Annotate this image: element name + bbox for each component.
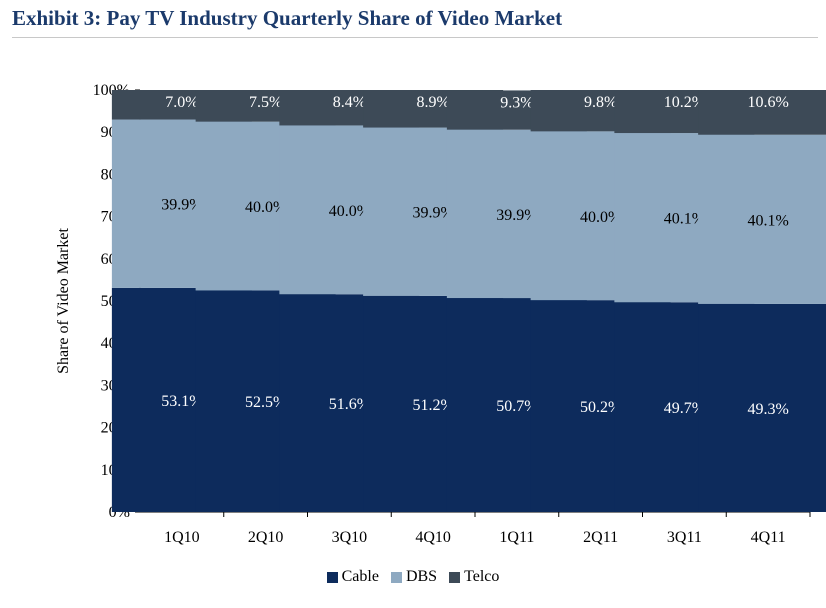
data-label-dbs: 40.1%	[747, 212, 788, 229]
legend-swatch	[390, 571, 402, 583]
legend-label: Telco	[464, 568, 500, 585]
legend-swatch	[449, 571, 461, 583]
data-label-cable: 50.7%	[496, 398, 537, 415]
x-tick-label: 3Q10	[332, 529, 368, 546]
data-label-telco: 7.5%	[249, 94, 282, 111]
data-label-telco: 10.6%	[747, 94, 788, 111]
legend-item-dbs: DBS	[390, 568, 438, 586]
title-divider	[12, 37, 818, 38]
data-label-cable: 49.3%	[747, 401, 788, 418]
bar-telco-4q11	[698, 90, 826, 135]
x-tick-label: 2Q10	[248, 529, 284, 546]
chart-title: Exhibit 3: Pay TV Industry Quarterly Sha…	[12, 6, 563, 30]
data-label-telco: 8.9%	[416, 94, 449, 111]
data-label-dbs: 39.9%	[412, 205, 453, 222]
legend-label: Cable	[341, 568, 379, 585]
stacked-bar-chart: 0%10%20%30%40%50%60%70%80%90%100%Share o…	[55, 82, 826, 546]
data-label-cable: 49.7%	[664, 400, 705, 417]
data-label-dbs: 40.0%	[245, 199, 286, 216]
legend-item-telco: Telco	[449, 568, 499, 586]
data-label-cable: 53.1%	[161, 393, 202, 410]
data-label-dbs: 39.9%	[496, 207, 537, 224]
x-tick-label: 4Q11	[751, 529, 786, 546]
data-label-dbs: 40.0%	[329, 203, 370, 220]
data-label-dbs: 40.1%	[664, 211, 705, 228]
y-axis-label: Share of Video Market	[55, 228, 72, 374]
data-label-cable: 51.6%	[329, 396, 370, 413]
bar-dbs-4q11	[698, 134, 826, 304]
x-tick-label: 2Q11	[583, 529, 618, 546]
data-label-dbs: 39.9%	[161, 197, 202, 214]
data-label-telco: 9.3%	[500, 94, 533, 111]
data-label-cable: 52.5%	[245, 394, 286, 411]
legend-swatch	[326, 571, 338, 583]
x-tick-label: 1Q10	[164, 529, 200, 546]
x-tick-label: 3Q11	[667, 529, 702, 546]
legend-item-cable: Cable	[326, 568, 379, 586]
data-label-cable: 51.2%	[412, 397, 453, 414]
legend-label: DBS	[405, 568, 438, 585]
x-tick-label: 4Q10	[415, 529, 451, 546]
data-label-cable: 50.2%	[580, 399, 621, 416]
chart-legend: Cable DBS Telco	[0, 568, 826, 588]
x-tick-label: 1Q11	[499, 529, 534, 546]
data-label-telco: 9.8%	[584, 94, 617, 111]
data-label-telco: 10.2%	[664, 94, 705, 111]
data-label-telco: 7.0%	[165, 94, 198, 111]
data-label-telco: 8.4%	[333, 94, 366, 111]
data-label-dbs: 40.0%	[580, 209, 621, 226]
bar-cable-4q11	[698, 303, 826, 512]
